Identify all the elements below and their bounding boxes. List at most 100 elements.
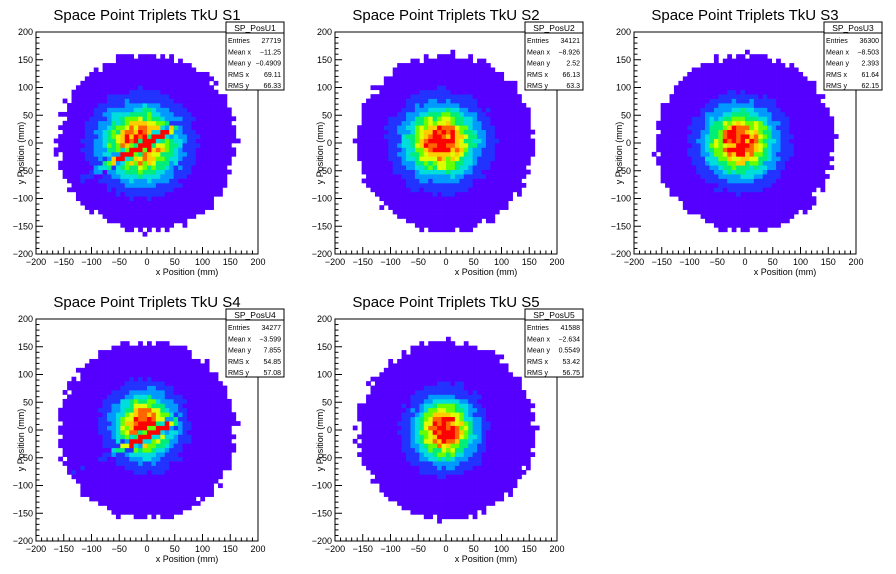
histogram-cell <box>485 187 491 193</box>
histogram-cell <box>120 178 126 184</box>
histogram-cell <box>75 143 81 148</box>
histogram-cell <box>388 151 394 157</box>
histogram-cell <box>406 156 411 162</box>
histogram-cell <box>383 143 389 148</box>
histogram-cell <box>115 111 121 117</box>
histogram-cell <box>115 134 121 139</box>
histogram-cell <box>102 456 108 462</box>
histogram-cell <box>169 54 174 59</box>
histogram-cell <box>392 116 398 122</box>
histogram-cell <box>481 103 487 108</box>
histogram-cell <box>525 125 531 131</box>
histogram-cell <box>71 469 77 475</box>
histogram-cell <box>151 111 157 117</box>
histogram-cell <box>392 205 398 210</box>
histogram-cell <box>142 416 148 422</box>
histogram-cell <box>138 407 143 413</box>
histogram-cell <box>75 381 81 386</box>
histogram-cell <box>753 147 759 153</box>
histogram-cell <box>374 174 380 179</box>
histogram-cell <box>485 116 491 122</box>
stats-row-value: 36300 <box>860 38 880 45</box>
histogram-cell <box>124 191 130 197</box>
histogram-cell <box>414 147 420 153</box>
histogram-cell <box>793 125 799 131</box>
histogram-cell <box>432 222 438 228</box>
histogram-cell <box>120 76 126 82</box>
histogram-cell <box>379 116 385 122</box>
histogram-cell <box>147 111 152 117</box>
histogram-cell <box>753 182 759 188</box>
histogram-cell <box>508 103 513 108</box>
histogram-cell <box>468 205 473 210</box>
histogram-cell <box>124 350 130 355</box>
histogram-cell <box>481 107 487 113</box>
histogram-cell <box>410 94 416 99</box>
histogram-cell <box>682 94 688 99</box>
histogram-cell <box>98 496 103 502</box>
histogram-cell <box>454 138 460 144</box>
histogram-cell <box>762 94 768 99</box>
histogram-cell <box>80 143 86 148</box>
histogram-cell <box>776 182 781 188</box>
histogram-cell <box>80 200 86 206</box>
histogram-cell <box>807 143 812 148</box>
histogram-cell <box>718 227 724 233</box>
histogram-cell <box>178 160 183 166</box>
histogram-cell <box>218 94 223 99</box>
histogram-cell <box>164 156 170 162</box>
histogram-cell <box>178 209 183 215</box>
histogram-cell <box>432 169 438 175</box>
histogram-cell <box>370 174 376 179</box>
histogram-cell <box>780 116 786 122</box>
histogram-cell <box>213 187 219 193</box>
histogram-cell <box>200 138 206 144</box>
histogram-cell <box>115 80 121 86</box>
histogram-cell <box>138 156 143 162</box>
histogram-cell <box>142 474 148 480</box>
histogram-cell <box>67 147 72 153</box>
histogram-cell <box>731 98 737 104</box>
histogram-cell <box>151 438 157 444</box>
histogram-cell <box>824 116 830 122</box>
histogram-cell <box>477 174 482 179</box>
histogram-cell <box>62 169 68 175</box>
stats-row-value: 34121 <box>561 38 581 45</box>
histogram-cell <box>811 116 817 122</box>
histogram-cell <box>361 129 367 135</box>
histogram-cell <box>428 67 434 73</box>
histogram-cell <box>829 120 835 126</box>
histogram-cell <box>58 456 63 462</box>
histogram-cell <box>428 94 434 99</box>
histogram-cell <box>160 350 166 355</box>
histogram-cell <box>173 116 179 122</box>
histogram-cell <box>700 116 706 122</box>
histogram-cell <box>798 143 804 148</box>
histogram-cell <box>155 89 161 95</box>
histogram-cell <box>115 143 121 148</box>
histogram-cell <box>468 80 473 86</box>
histogram-cell <box>691 76 697 82</box>
histogram-cell <box>468 147 473 153</box>
histogram-cell <box>517 191 522 197</box>
histogram-cell <box>798 89 804 95</box>
x-tick-label: 150 <box>821 257 836 267</box>
histogram-cell <box>468 89 473 95</box>
histogram-cell <box>84 430 90 435</box>
histogram-cell <box>485 80 491 86</box>
histogram-cell <box>499 85 505 91</box>
histogram-cell <box>691 182 697 188</box>
histogram-cell <box>98 107 103 113</box>
histogram-cell <box>709 129 715 135</box>
histogram-cell <box>120 134 126 139</box>
histogram-cell <box>379 147 385 153</box>
histogram-cell <box>454 165 460 170</box>
histogram-cell <box>80 129 86 135</box>
histogram-cell <box>138 120 143 126</box>
histogram-cell <box>673 169 679 175</box>
histogram-cell <box>816 169 821 175</box>
histogram-cell <box>423 218 429 224</box>
histogram-cell <box>133 103 139 108</box>
histogram-cell <box>129 398 135 404</box>
histogram-cell <box>169 134 174 139</box>
